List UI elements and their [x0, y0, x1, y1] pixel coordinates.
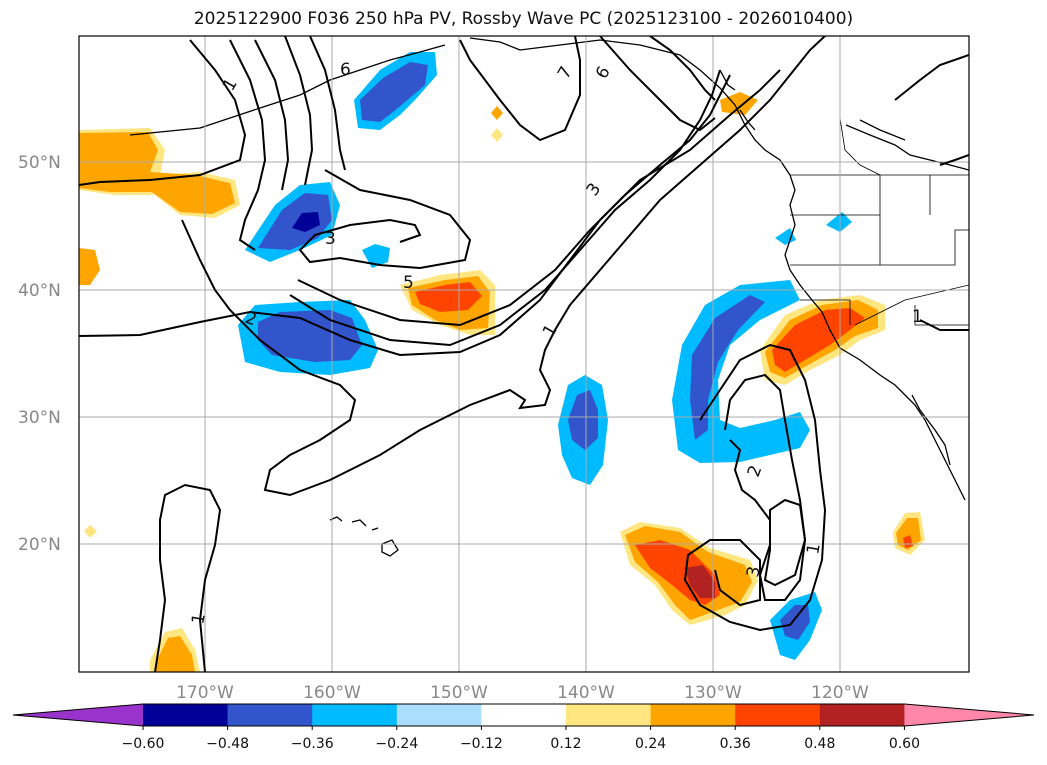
colorbar-tick-label: −0.24	[375, 736, 418, 752]
colorbar-tick-label: −0.36	[291, 736, 334, 752]
colorbar-segment	[143, 704, 229, 726]
svg-text:1: 1	[912, 307, 923, 327]
svg-text:3: 3	[743, 565, 765, 579]
pv-contours	[79, 36, 969, 672]
colorbar-tick-label: 0.48	[804, 736, 835, 752]
svg-text:3: 3	[325, 229, 336, 249]
negative-anomaly-subtropical	[558, 375, 608, 485]
colorbar-extend-low	[13, 704, 143, 726]
colorbar-tick-label: 0.60	[889, 736, 920, 752]
colorbar	[12, 703, 1035, 727]
map-frame	[78, 35, 970, 673]
latitude-labels: 50°N 40°N 30°N 20°N	[18, 153, 61, 555]
colorbar-tick-label: −0.60	[122, 736, 165, 752]
lon-label-120w: 120°W	[811, 683, 869, 703]
lat-label-30n: 30°N	[18, 408, 61, 428]
colorbar-tick-label: 0.24	[635, 736, 666, 752]
colorbar-tick-label: 0.36	[720, 736, 751, 752]
svg-text:1: 1	[188, 612, 210, 626]
colorbar-tick-label: 0.12	[550, 736, 581, 752]
lat-label-20n: 20°N	[18, 535, 61, 555]
coastlines	[129, 37, 969, 501]
colorbar-segment	[650, 704, 736, 726]
lat-label-40n: 40°N	[18, 281, 61, 301]
lon-label-160w: 160°W	[303, 683, 361, 703]
colorbar-segment	[819, 704, 905, 726]
colorbar-segment	[481, 704, 567, 726]
positive-anomaly-west	[79, 128, 240, 285]
gridlines	[79, 36, 969, 672]
positive-anomaly-tropical	[150, 512, 925, 672]
negative-anomaly-mid-pacific	[238, 300, 378, 375]
svg-text:1: 1	[803, 542, 825, 556]
negative-anomaly-north-pacific	[245, 52, 437, 268]
svg-text:6: 6	[340, 60, 351, 80]
colorbar-segment	[227, 704, 313, 726]
lon-label-150w: 150°W	[430, 683, 488, 703]
colorbar-extend-high	[904, 704, 1034, 726]
lat-label-50n: 50°N	[18, 153, 61, 173]
colorbar-segment	[312, 704, 398, 726]
colorbar-segment	[566, 704, 652, 726]
colorbar-tick-label: −0.12	[460, 736, 503, 752]
svg-text:5: 5	[403, 273, 414, 293]
colorbar-tick-label: −0.48	[206, 736, 249, 752]
lon-label-140w: 140°W	[557, 683, 615, 703]
colorbar-segment	[735, 704, 821, 726]
lon-label-130w: 130°W	[684, 683, 742, 703]
colorbar-segment	[396, 704, 482, 726]
lon-label-170w: 170°W	[176, 683, 234, 703]
map-title: 2025122900 F036 250 hPa PV, Rossby Wave …	[193, 9, 854, 29]
small-anomaly-dots	[84, 92, 758, 538]
longitude-labels: 170°W 160°W 150°W 140°W 130°W 120°W	[176, 683, 869, 703]
colorbar-labels: −0.60 −0.48 −0.36 −0.24 −0.12 0.12 0.24 0.36 0.4…	[122, 726, 920, 752]
